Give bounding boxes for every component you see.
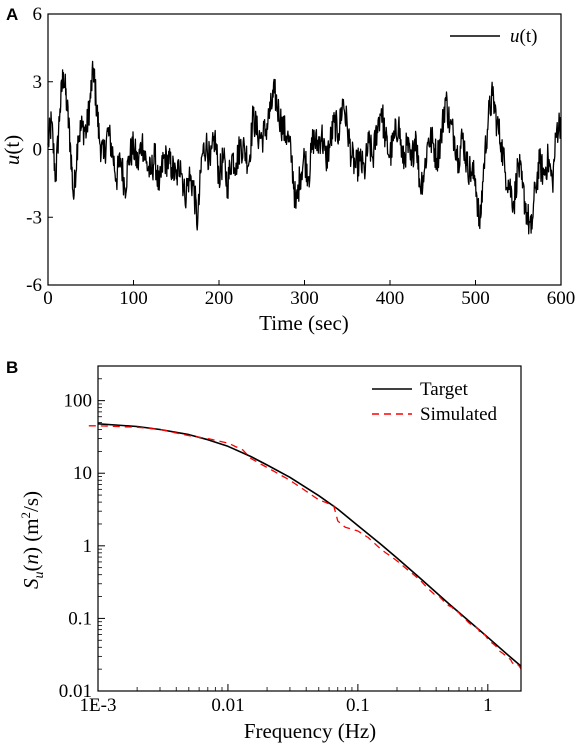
panel-a-y-tick-label: -6 (26, 275, 42, 296)
panel-a-x-tick-label: 0 (43, 288, 53, 309)
panel-b-legend: Target Simulated (372, 379, 498, 425)
panel-a-x-tick-label: 100 (119, 288, 148, 309)
panel-a-y-tick-label: -3 (26, 207, 42, 228)
panel-b-ylabel: Su(n) (m2/s) (18, 491, 47, 589)
panel-b-ylabel-unit: ) (m (19, 518, 43, 554)
panel-b-label: B (6, 358, 18, 377)
panel-a-legend: u(t) (450, 26, 537, 47)
panel-b-x-tick-label: 1E-3 (80, 695, 117, 716)
panel-b-ylabel-exp: 2 (18, 512, 33, 519)
panel-a-series-line (47, 60, 562, 235)
panel-b-y-tick-label: 1 (83, 536, 93, 557)
panel-b-x-tick-label: 0.1 (346, 695, 370, 716)
panel-b-ylabel-arg: n (19, 554, 43, 565)
panel-a-legend-text: u(t) (510, 26, 537, 47)
panel-b-legend-simulated: Simulated (420, 404, 498, 425)
panel-a-ylabel-suffix: (t) (0, 135, 24, 155)
panel-a-x-tick-label: 500 (461, 288, 490, 309)
panel-b-y-tick-label: 100 (64, 391, 93, 412)
panel-b-series-simulated (88, 425, 522, 670)
panel-a-legend-main: u (510, 26, 520, 47)
panel-b-ylabel-main: S (19, 578, 43, 589)
panel-a-xlabel: Time (sec) (259, 311, 349, 335)
panel-a-x-tick-label: 300 (290, 288, 319, 309)
panel-b-legend-target: Target (420, 379, 469, 400)
panel-b-xlabel: Frequency (Hz) (244, 719, 376, 743)
panel-a-ticks: 0 100 200 300 400 500 600 6 3 0 -3 -6 (26, 4, 575, 309)
panel-a-label: A (6, 5, 18, 24)
panel-b-x-tick-label: 0.01 (211, 695, 244, 716)
panel-b-ylabel-unit-end: /s) (19, 491, 43, 512)
panel-a-x-tick-label: 600 (547, 288, 576, 309)
panel-a-x-tick-label: 400 (376, 288, 405, 309)
panel-a-y-tick-label: 3 (33, 72, 43, 93)
panel-b-ylabel-paren: ( (19, 565, 43, 572)
panel-a-y-tick-label: 0 (33, 140, 43, 161)
panel-b-y-tick-label: 0.1 (68, 608, 92, 629)
panel-a-x-tick-label: 200 (205, 288, 234, 309)
panel-b-x-tick-label: 1 (483, 695, 493, 716)
panel-a-y-tick-label: 6 (33, 4, 43, 25)
panel-a-ylabel: u(t) (0, 135, 24, 165)
panel-b-plot-frame (97, 365, 522, 692)
panel-b-y-tick-label: 10 (73, 463, 92, 484)
panel-b-series-target (97, 423, 522, 667)
panel-b-y-tick-label: 0.01 (59, 681, 92, 702)
panel-b-ylabel-sub: u (32, 572, 47, 579)
panel-a-ylabel-main: u (0, 155, 24, 166)
panel-a-legend-suffix: (t) (520, 26, 538, 47)
panel-a-plot-frame (47, 13, 562, 286)
